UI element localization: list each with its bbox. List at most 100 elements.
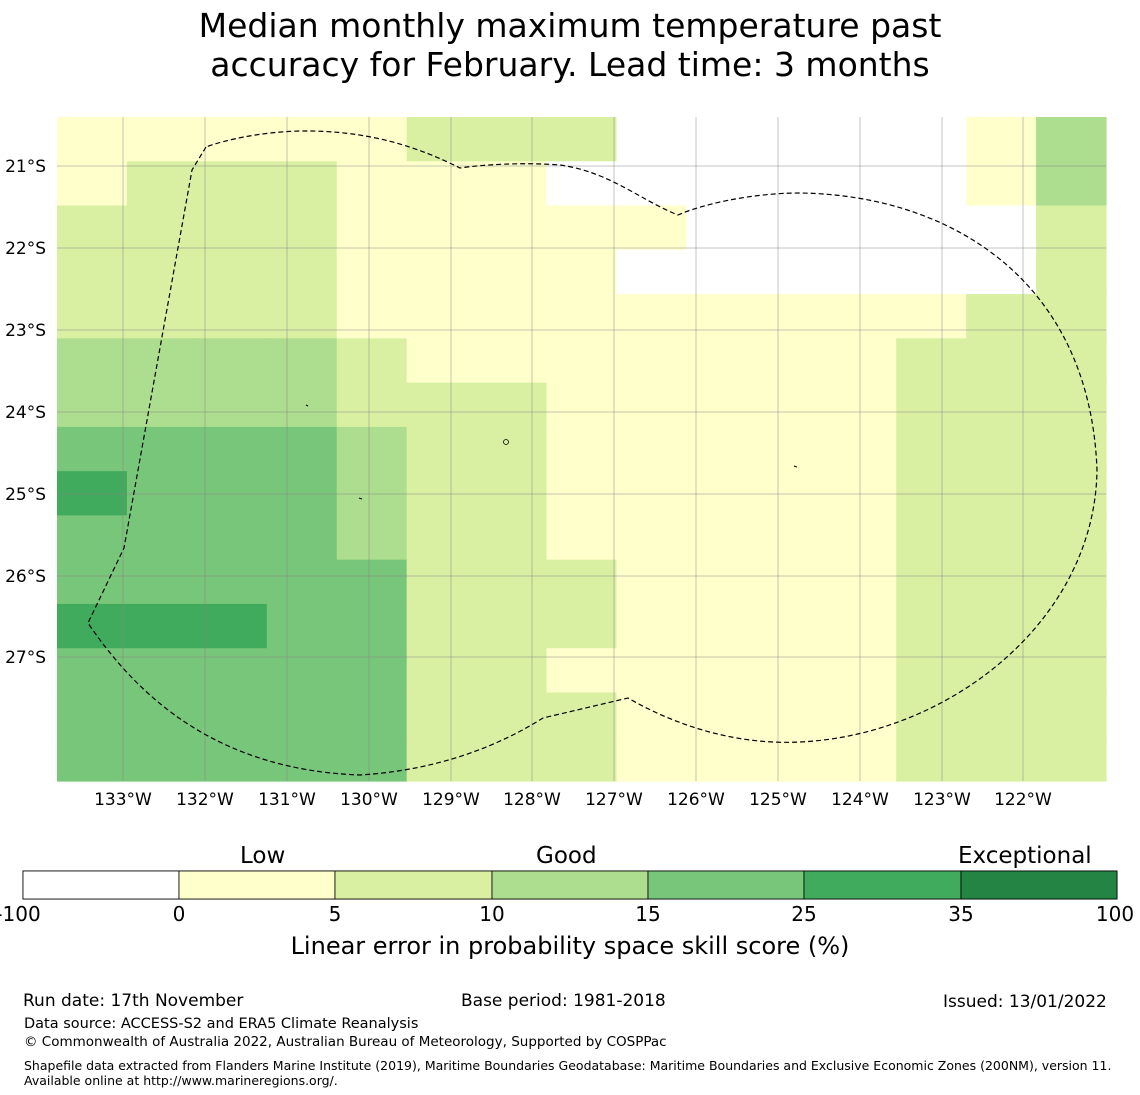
grid-cell xyxy=(1036,559,1107,605)
grid-cell xyxy=(196,205,268,251)
grid-cell xyxy=(57,603,128,649)
grid-cell xyxy=(896,294,967,339)
grid-cell xyxy=(476,249,548,295)
grid-cell xyxy=(616,515,687,561)
grid-cell xyxy=(686,117,757,162)
grid-cell xyxy=(826,603,897,649)
colorbar-segment xyxy=(647,870,805,900)
grid-cell xyxy=(196,161,268,207)
grid-cell xyxy=(476,603,548,649)
grid-cell xyxy=(336,736,408,782)
grid-cell xyxy=(546,736,618,782)
grid-cell xyxy=(756,249,827,295)
grid-cell xyxy=(616,559,687,605)
grid-cell xyxy=(126,249,198,295)
grid-cell xyxy=(686,338,757,384)
issued-date: Issued: 13/01/2022 xyxy=(943,992,1107,1012)
grid-cell xyxy=(406,426,478,472)
grid-cell xyxy=(686,559,757,605)
grid-cell xyxy=(686,603,757,649)
grid-cell xyxy=(57,382,128,428)
grid-cell xyxy=(826,117,897,162)
grid-cell xyxy=(1036,471,1107,516)
grid-cell xyxy=(826,426,897,472)
colorbar-tick: 25 xyxy=(791,902,817,926)
grid-cell xyxy=(896,736,967,782)
latitude-label: 21°S xyxy=(5,157,46,177)
grid-cells xyxy=(57,117,1107,782)
longitude-labels: 133°W 132°W 131°W 130°W 129°W 128°W 127°W 126°W… xyxy=(94,790,1052,810)
grid-cell xyxy=(1036,692,1107,738)
colorbar-segment xyxy=(178,870,336,900)
grid-cell xyxy=(616,294,687,339)
grid-cell xyxy=(616,648,687,694)
longitude-label: 123°W xyxy=(913,790,971,810)
grid-cell xyxy=(196,692,268,738)
grid-cell xyxy=(826,338,897,384)
grid-cell xyxy=(686,382,757,428)
grid-cell xyxy=(196,603,268,649)
grid-cell xyxy=(686,161,757,207)
grid-cell xyxy=(686,471,757,516)
grid-cell xyxy=(57,338,128,384)
grid-cell xyxy=(476,692,548,738)
grid-cell xyxy=(686,736,757,782)
grid-cell xyxy=(826,648,897,694)
grid-cell xyxy=(826,249,897,295)
colorbar-tick: 0 xyxy=(172,902,186,926)
grid-cell xyxy=(476,736,548,782)
grid-cell xyxy=(336,205,408,251)
grid-cell xyxy=(57,515,128,561)
grid-cell xyxy=(57,648,128,694)
grid-cell xyxy=(336,249,408,295)
grid-cell xyxy=(756,117,827,162)
grid-cell xyxy=(336,692,408,738)
grid-cell xyxy=(266,205,338,251)
grid-cell xyxy=(57,205,128,251)
colorbar-tick: 5 xyxy=(328,902,342,926)
colorbar-segment xyxy=(22,870,180,900)
grid-cell xyxy=(196,648,268,694)
grid-cell xyxy=(616,736,687,782)
grid-cell xyxy=(406,736,478,782)
grid-cell xyxy=(826,736,897,782)
grid-cell xyxy=(266,603,338,649)
grid-cell xyxy=(546,471,618,516)
grid-cell xyxy=(896,692,967,738)
grid-cell xyxy=(546,161,618,207)
grid-cell xyxy=(896,205,967,251)
grid-cell xyxy=(476,294,548,339)
grid-cell xyxy=(126,648,198,694)
grid-cell xyxy=(756,205,827,251)
grid-cell xyxy=(826,471,897,516)
grid-cell xyxy=(546,426,618,472)
grid-cell xyxy=(896,603,967,649)
grid-cell xyxy=(826,559,897,605)
grid-cell xyxy=(686,249,757,295)
grid-cell xyxy=(826,205,897,251)
grid-cell xyxy=(686,515,757,561)
grid-cell xyxy=(406,294,478,339)
grid-cell xyxy=(1036,249,1107,295)
grid-cell xyxy=(896,559,967,605)
grid-cell xyxy=(826,294,897,339)
grid-cell xyxy=(266,736,338,782)
grid-cell xyxy=(966,692,1037,738)
grid-cell xyxy=(616,161,687,207)
grid-cell xyxy=(476,471,548,516)
grid-cell xyxy=(686,426,757,472)
grid-cell xyxy=(546,117,618,162)
longitude-label: 128°W xyxy=(503,790,561,810)
grid-cell xyxy=(126,559,198,605)
grid-cell xyxy=(266,692,338,738)
grid-cell xyxy=(266,249,338,295)
colorbar-segment xyxy=(960,870,1118,900)
grid-cell xyxy=(616,338,687,384)
grid-cell xyxy=(406,382,478,428)
grid-cell xyxy=(966,603,1037,649)
grid-cell xyxy=(57,692,128,738)
grid-cell xyxy=(966,382,1037,428)
grid-cell xyxy=(406,515,478,561)
grid-cell xyxy=(1036,515,1107,561)
